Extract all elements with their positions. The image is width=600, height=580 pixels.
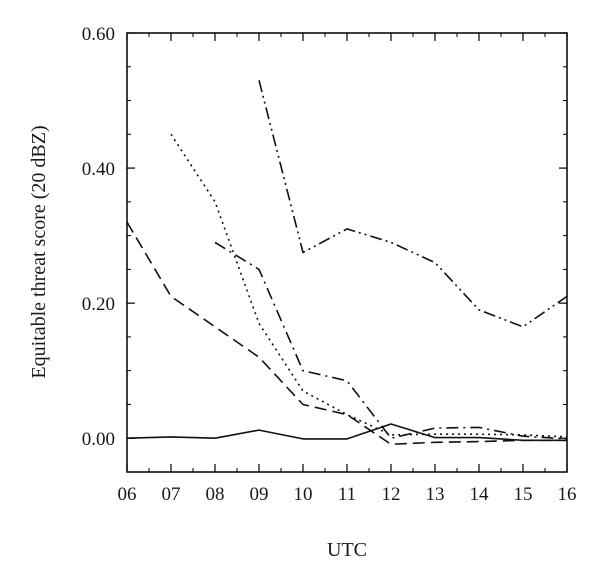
- y-tick-label-1: 0.20: [82, 294, 115, 315]
- ticks-layer: [126, 32, 568, 473]
- series-line-dash-dot: [214, 241, 568, 440]
- x-tick-label-8: 14: [470, 484, 490, 505]
- x-tick-label-0: 06: [118, 484, 137, 505]
- x-tick-label-3: 09: [250, 484, 269, 505]
- series-line-dashed: [126, 221, 567, 446]
- x-axis-title: UTC: [327, 539, 367, 561]
- series-line-solid: [126, 423, 567, 442]
- x-tick-label-10: 16: [558, 484, 577, 505]
- x-tick-label-5: 11: [338, 484, 356, 505]
- series-line-dotted: [170, 133, 568, 438]
- x-tick-label-7: 13: [426, 484, 445, 505]
- x-tick-label-2: 08: [206, 484, 225, 505]
- y-tick-label-0: 0.00: [82, 429, 115, 450]
- labels-layer: 06 07 08 09 10 11 12 13 14 15 16 0.00 0.20 0.40 0.60: [82, 24, 577, 505]
- series-layer: [126, 80, 568, 446]
- plot-frame: [126, 32, 568, 473]
- x-tick-label-9: 15: [514, 484, 533, 505]
- series-line-dash-dot-dot: [258, 80, 568, 328]
- y-axis-title: Equitable threat score (20 dBZ): [28, 125, 50, 378]
- x-tick-label-6: 12: [382, 484, 401, 505]
- y-tick-label-3: 0.60: [82, 24, 115, 45]
- y-tick-label-2: 0.40: [82, 159, 115, 180]
- x-tick-label-1: 07: [162, 484, 181, 505]
- x-tick-label-4: 10: [294, 484, 313, 505]
